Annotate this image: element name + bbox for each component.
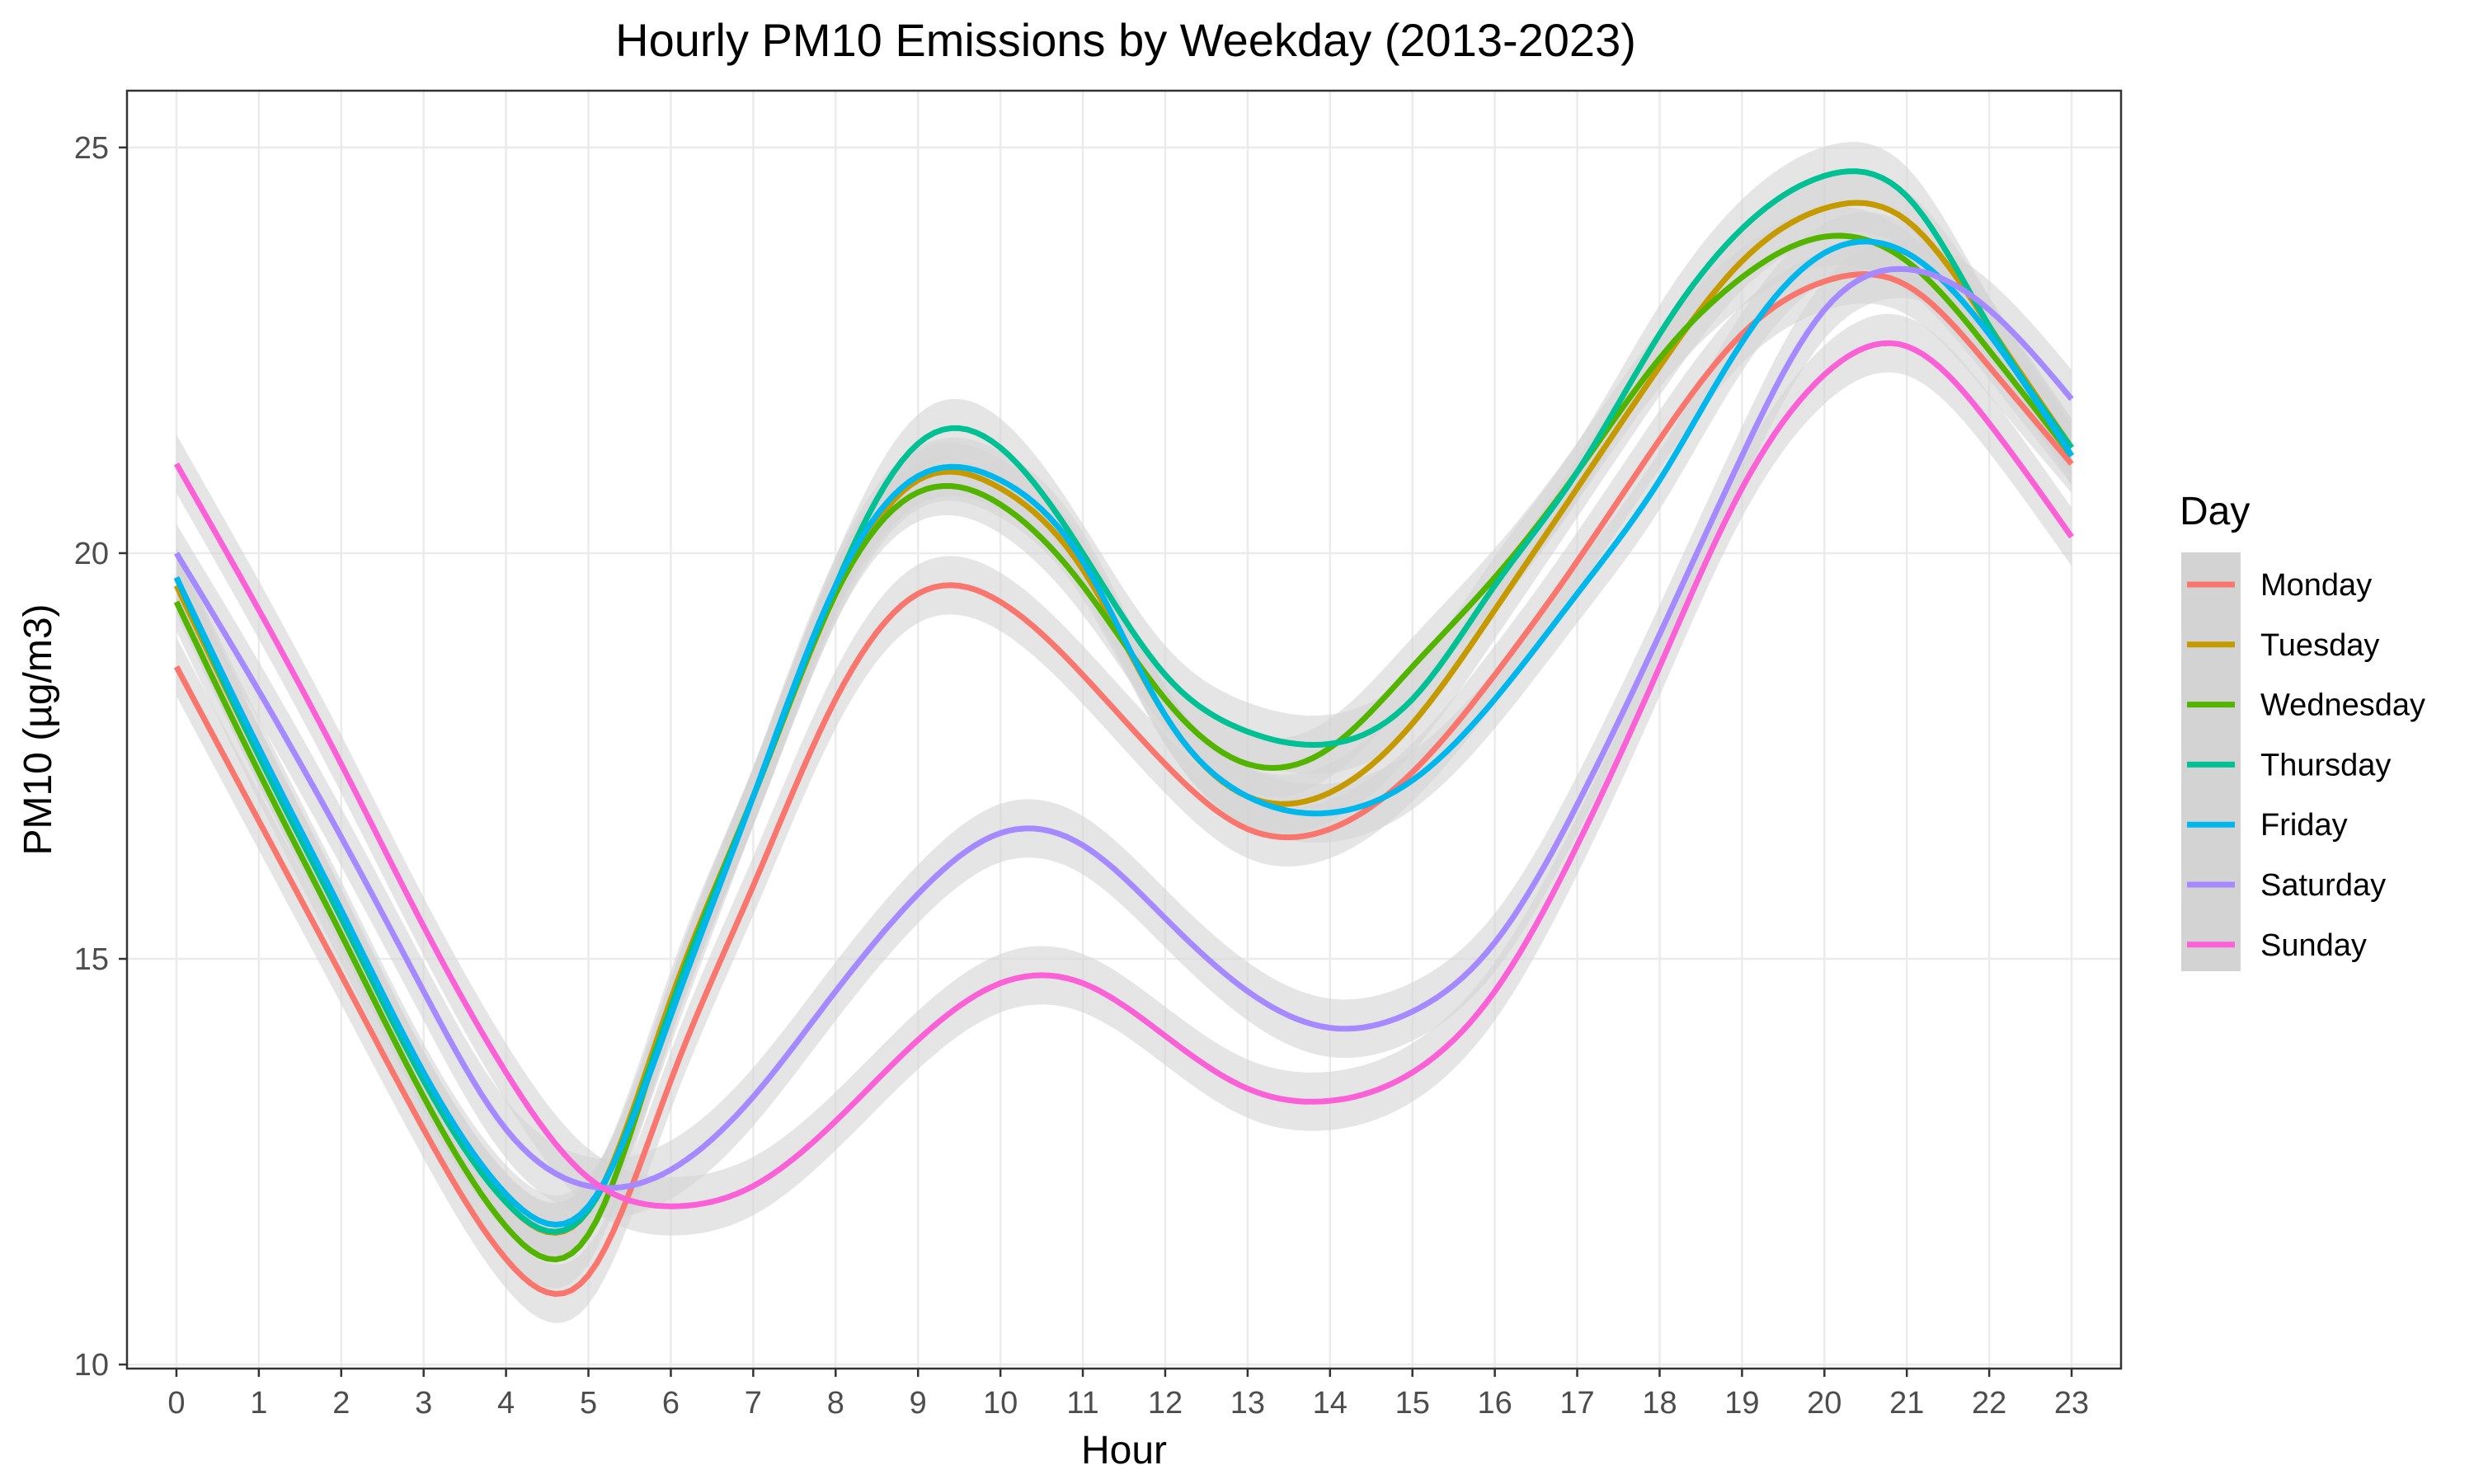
y-tick-label-20: 20: [74, 537, 109, 571]
series-line-saturday: [173, 265, 2074, 1191]
series-line-friday: [173, 238, 2074, 1228]
x-tick-label-5: 5: [580, 1386, 597, 1421]
x-tick-label-20: 20: [1807, 1386, 1841, 1421]
x-axis-ticks: 0 1 2 3 4 5 6 7 8 9 10 11 12 13 14 15 16 17 18 19 20 21 22 23: [167, 1369, 2089, 1421]
x-tick-label-13: 13: [1230, 1386, 1265, 1421]
x-tick-label-21: 21: [1889, 1386, 1924, 1421]
x-tick-label-15: 15: [1395, 1386, 1430, 1421]
y-axis-title: PM10 (µg/m3): [16, 603, 60, 855]
x-tick-label-7: 7: [745, 1386, 762, 1421]
plot-panel-border: [125, 89, 2123, 1370]
x-tick-label-16: 16: [1477, 1386, 1512, 1421]
series-line-sunday: [173, 340, 2074, 1209]
y-tick-label-15: 15: [74, 942, 109, 977]
x-tick-label-0: 0: [167, 1386, 185, 1421]
x-tick-label-8: 8: [827, 1386, 844, 1421]
x-tick-label-19: 19: [1724, 1386, 1759, 1421]
confidence-band-monday: [176, 245, 2072, 1323]
series-line-thursday: [173, 168, 2074, 1235]
legend-label-sunday: Sunday: [2260, 928, 2367, 963]
y-tick-label-25: 25: [74, 131, 109, 166]
legend-label-wednesday: Wednesday: [2260, 688, 2425, 723]
confidence-band-thursday: [176, 142, 2072, 1261]
x-tick-label-10: 10: [983, 1386, 1018, 1421]
x-tick-label-17: 17: [1559, 1386, 1594, 1421]
legend-label-saturday: Saturday: [2260, 868, 2386, 903]
x-tick-label-12: 12: [1148, 1386, 1183, 1421]
y-tick-label-10: 10: [74, 1348, 109, 1383]
legend-label-thursday: Thursday: [2260, 748, 2391, 782]
legend: Day Monday Tuesday Wednesday Thursday Friday…: [2180, 490, 2425, 971]
x-tick-label-11: 11: [1066, 1386, 1098, 1421]
gridlines: [127, 91, 2121, 1369]
x-tick-label-1: 1: [250, 1386, 267, 1421]
legend-label-friday: Friday: [2260, 808, 2348, 843]
x-tick-label-23: 23: [2054, 1386, 2089, 1421]
x-tick-label-22: 22: [1972, 1386, 2006, 1421]
legend-label-monday: Monday: [2260, 568, 2372, 603]
legend-label-tuesday: Tuesday: [2260, 628, 2379, 663]
x-tick-label-18: 18: [1642, 1386, 1677, 1421]
x-tick-label-4: 4: [497, 1386, 515, 1421]
x-tick-label-9: 9: [910, 1386, 927, 1421]
x-tick-label-14: 14: [1313, 1386, 1348, 1421]
chart-title: Hourly PM10 Emissions by Weekday (2013-2…: [615, 14, 1636, 66]
legend-title: Day: [2180, 490, 2250, 533]
x-axis-title: Hour: [1081, 1429, 1167, 1472]
x-tick-label-2: 2: [332, 1386, 350, 1421]
x-tick-label-3: 3: [415, 1386, 432, 1421]
x-tick-label-6: 6: [662, 1386, 680, 1421]
y-axis-ticks: 10 15 20 25: [74, 131, 127, 1383]
series-lines: [173, 168, 2074, 1297]
